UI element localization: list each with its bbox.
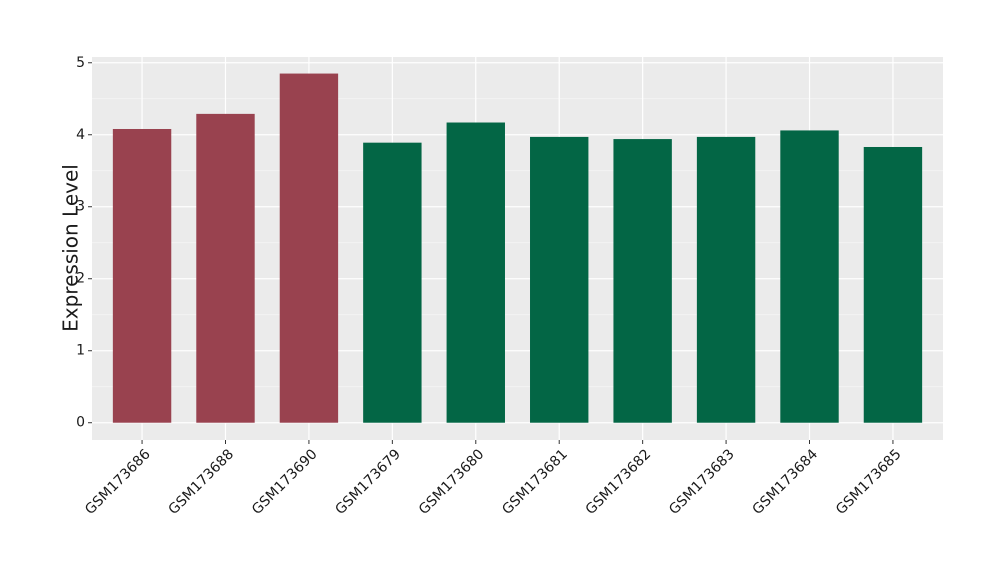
y-tick-label: 5 [76, 55, 85, 71]
x-tick-label: GSM173683 [666, 446, 738, 518]
x-tick-label: GSM173686 [82, 446, 154, 518]
bar [446, 122, 505, 423]
x-tick-label: GSM173685 [833, 446, 905, 518]
bar [780, 130, 839, 423]
x-tick-label: GSM173682 [583, 446, 655, 518]
bar [530, 136, 589, 423]
x-tick-label: GSM173684 [750, 446, 822, 518]
y-tick-label: 0 [76, 415, 85, 431]
x-tick-label: GSM173688 [166, 446, 238, 518]
x-tick-label: GSM173679 [332, 446, 404, 518]
y-axis-title: Expression Level [59, 164, 83, 332]
bar [363, 142, 422, 423]
x-tick-label: GSM173680 [416, 446, 488, 518]
y-tick-label: 2 [76, 271, 85, 287]
bar [696, 136, 756, 423]
bar [112, 128, 172, 423]
x-tick-label: GSM173690 [249, 446, 321, 518]
y-tick-label: 4 [76, 127, 85, 143]
bar [196, 113, 255, 423]
bar [279, 73, 339, 423]
y-tick-label: 1 [76, 343, 85, 359]
y-tick-label: 3 [76, 199, 85, 215]
bar [613, 139, 672, 423]
bar [863, 146, 923, 423]
x-tick-label: GSM173681 [499, 446, 571, 518]
